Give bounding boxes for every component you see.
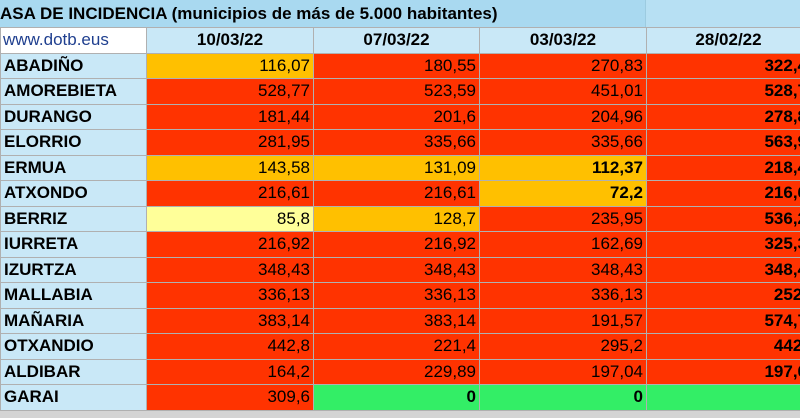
incidence-cell: 383,14 [313, 307, 480, 334]
incidence-cell: 204,96 [479, 103, 647, 130]
incidence-cell: 131,09 [313, 154, 480, 181]
column-header: 10/03/22 [146, 27, 314, 54]
header-row: www.dotb.eus 10/03/22 07/03/22 03/03/22 … [0, 27, 800, 54]
title-bar-extra-cell [645, 0, 800, 27]
incidence-cell: 451,01 [479, 78, 647, 105]
municipality-name: ATXONDO [0, 180, 147, 207]
incidence-cell [646, 384, 800, 411]
municipality-name: ABADIÑO [0, 52, 147, 79]
incidence-cell: 216,61 [313, 180, 480, 207]
municipality-name: ERMUA [0, 154, 147, 181]
incidence-cell: 348,4 [646, 256, 800, 283]
incidence-cell: 197,0 [646, 358, 800, 385]
incidence-cell: 191,57 [479, 307, 647, 334]
incidence-cell: 335,66 [479, 129, 647, 156]
column-header: 03/03/22 [479, 27, 647, 54]
incidence-cell: 221,4 [313, 333, 480, 360]
municipality-name: MALLABIA [0, 282, 147, 309]
incidence-cell: 201,6 [313, 103, 480, 130]
incidence-cell: 336,13 [146, 282, 314, 309]
table-row: GARAI 309,6 0 0 [0, 384, 800, 411]
incidence-cell: 235,95 [479, 205, 647, 232]
incidence-cell: 216,61 [146, 180, 314, 207]
incidence-cell: 325,3 [646, 231, 800, 258]
column-header: 28/02/22 [646, 27, 800, 54]
incidence-table: www.dotb.eus 10/03/22 07/03/22 03/03/22 … [0, 27, 800, 411]
incidence-cell: 322,4 [646, 52, 800, 79]
incidence-cell: 162,69 [479, 231, 647, 258]
incidence-cell: 85,8 [146, 205, 314, 232]
incidence-cell: 281,95 [146, 129, 314, 156]
incidence-cell: 0 [313, 384, 480, 411]
incidence-cell: 348,43 [313, 256, 480, 283]
municipality-name: GARAI [0, 384, 147, 411]
municipality-name: IZURTZA [0, 256, 147, 283]
incidence-cell: 536,2 [646, 205, 800, 232]
municipality-name: ELORRIO [0, 129, 147, 156]
incidence-cell: 252, [646, 282, 800, 309]
incidence-cell: 72,2 [479, 180, 647, 207]
title-bar: ASA DE INCIDENCIA (municipios de más de … [0, 0, 800, 28]
municipality-name: OTXANDIO [0, 333, 147, 360]
table-title: ASA DE INCIDENCIA (municipios de más de … [0, 4, 498, 23]
incidence-cell: 0 [479, 384, 647, 411]
incidence-cell: 216,92 [146, 231, 314, 258]
incidence-cell: 181,44 [146, 103, 314, 130]
incidence-cell: 278,8 [646, 103, 800, 130]
column-header: 07/03/22 [313, 27, 480, 54]
incidence-cell: 197,04 [479, 358, 647, 385]
incidence-cell: 348,43 [146, 256, 314, 283]
incidence-cell: 563,9 [646, 129, 800, 156]
municipality-name: IURRETA [0, 231, 147, 258]
municipality-name: AMOREBIETA [0, 78, 147, 105]
incidence-cell: 164,2 [146, 358, 314, 385]
incidence-cell: 218,4 [646, 154, 800, 181]
incidence-cell: 574,7 [646, 307, 800, 334]
incidence-cell: 336,13 [479, 282, 647, 309]
incidence-cell: 335,66 [313, 129, 480, 156]
incidence-cell: 309,6 [146, 384, 314, 411]
incidence-cell: 180,55 [313, 52, 480, 79]
incidence-cell: 270,83 [479, 52, 647, 79]
municipality-name: DURANGO [0, 103, 147, 130]
municipality-name: MAÑARIA [0, 307, 147, 334]
incidence-cell: 229,89 [313, 358, 480, 385]
incidence-cell: 528,77 [146, 78, 314, 105]
table-body: ABADIÑO116,07180,55270,83322,4AMOREBIETA… [0, 52, 800, 411]
incidence-cell: 348,43 [479, 256, 647, 283]
incidence-cell: 128,7 [313, 205, 480, 232]
incidence-cell: 112,37 [479, 154, 647, 181]
incidence-cell: 523,59 [313, 78, 480, 105]
municipality-name: BERRIZ [0, 205, 147, 232]
incidence-cell: 442,8 [146, 333, 314, 360]
incidence-cell: 383,14 [146, 307, 314, 334]
incidence-cell: 216,6 [646, 180, 800, 207]
incidence-cell: 336,13 [313, 282, 480, 309]
site-link[interactable]: www.dotb.eus [0, 27, 147, 54]
municipality-name: ALDIBAR [0, 358, 147, 385]
incidence-cell: 442, [646, 333, 800, 360]
incidence-cell: 143,58 [146, 154, 314, 181]
incidence-cell: 295,2 [479, 333, 647, 360]
incidence-cell: 116,07 [146, 52, 314, 79]
incidence-cell: 216,92 [313, 231, 480, 258]
incidence-cell: 528,7 [646, 78, 800, 105]
